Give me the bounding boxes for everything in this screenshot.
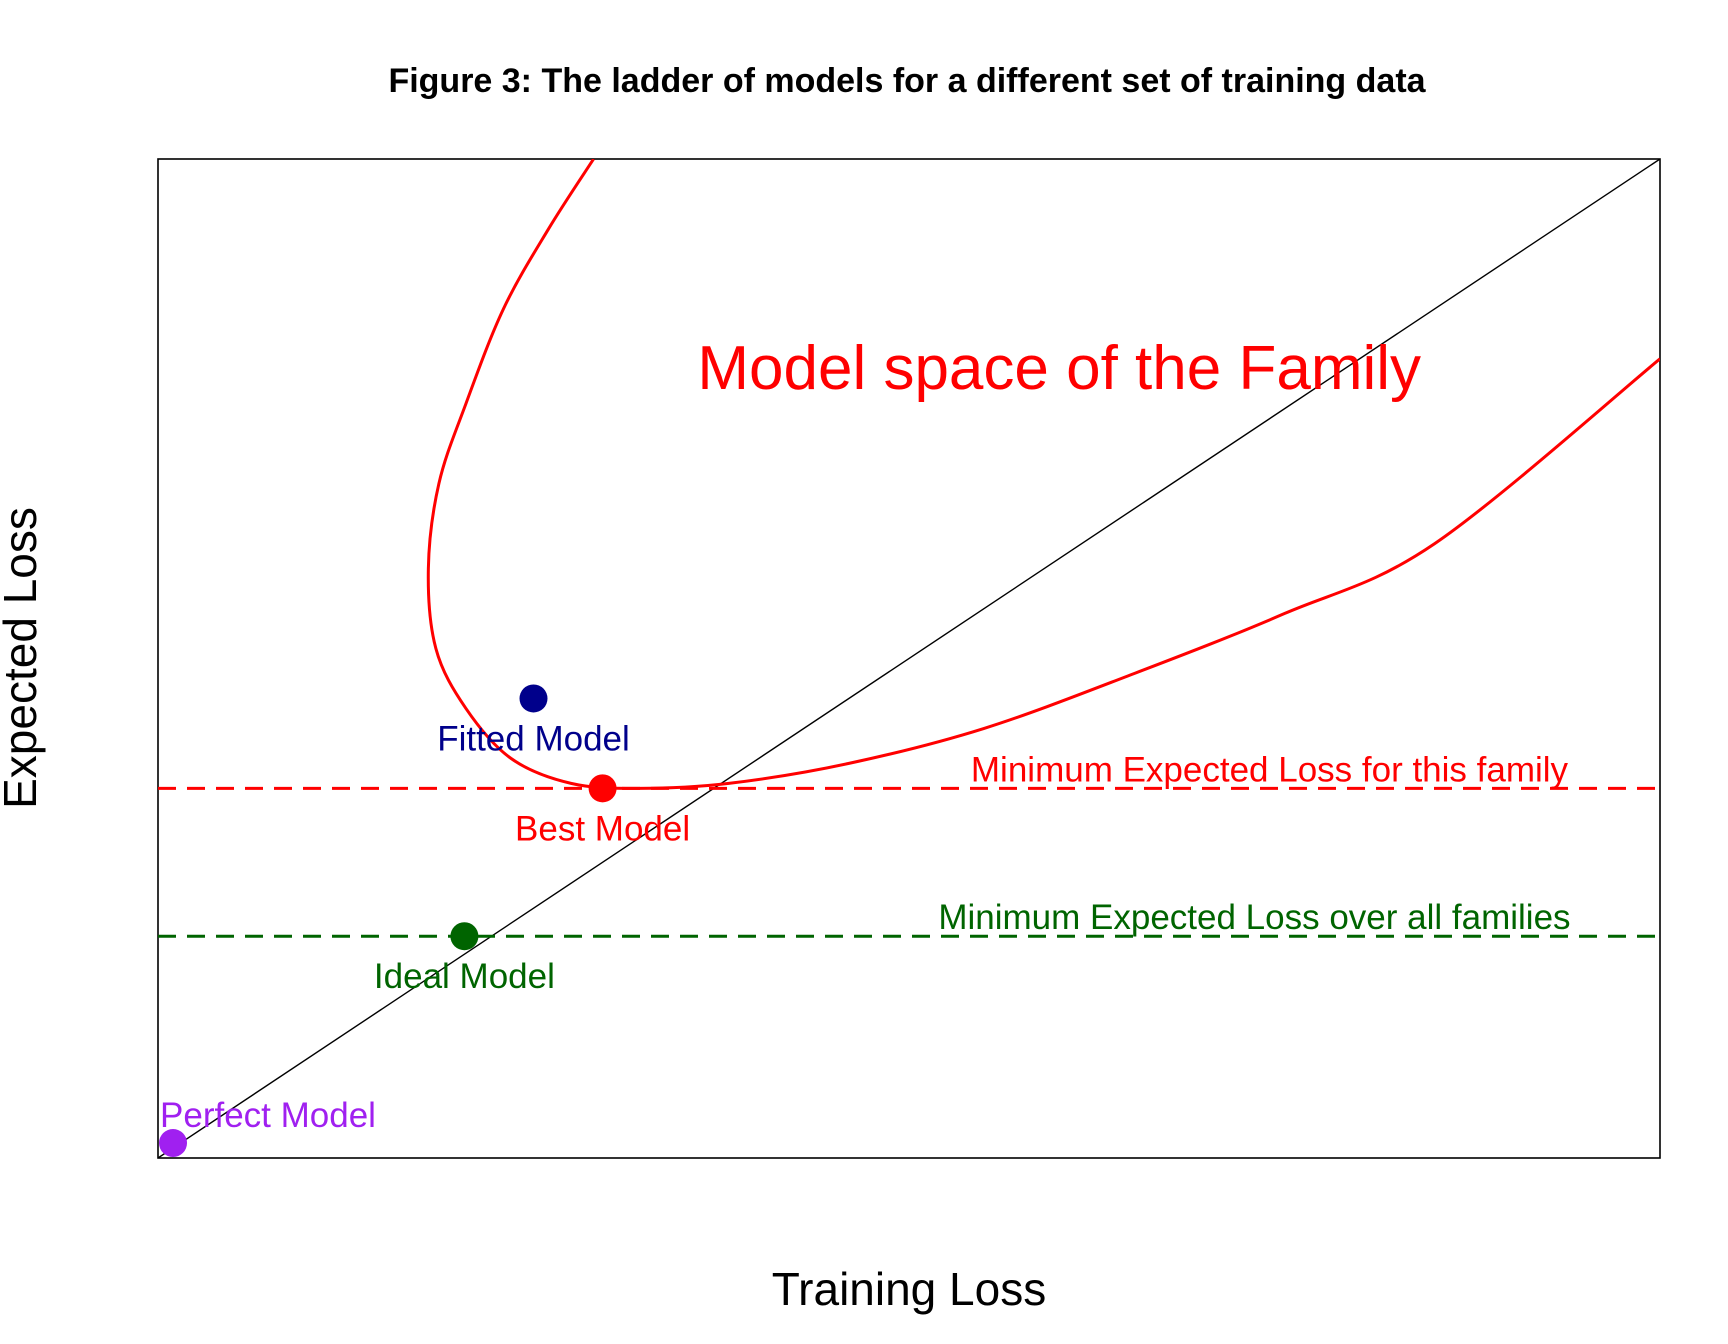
plot-frame [157,158,1661,1159]
point-perfect-model [159,1129,188,1158]
x-axis-label: Training Loss [772,1263,1046,1315]
model-space-curve [426,159,1660,790]
chart-title: Figure 3: The ladder of models for a dif… [388,62,1426,100]
point-label-best-model: Best Model [515,809,690,848]
hline-label-1: Minimum Expected Loss for this family [971,750,1569,789]
point-label-perfect-model: Perfect Model [160,1096,376,1135]
hline-label-2: Minimum Expected Loss over all families [938,898,1570,937]
point-best-model [588,774,617,803]
point-label-fitted-model: Fitted Model [437,719,630,758]
y-axis-label: Expected Loss [0,507,46,809]
point-fitted-model [519,684,548,713]
point-ideal-model [450,922,479,951]
region-label: Model space of the Family [697,334,1421,403]
plot-area: Model space of the Family Minimum Expecte… [158,159,1660,1158]
point-label-ideal-model: Ideal Model [374,957,555,996]
diagonal-line [158,159,1660,1158]
